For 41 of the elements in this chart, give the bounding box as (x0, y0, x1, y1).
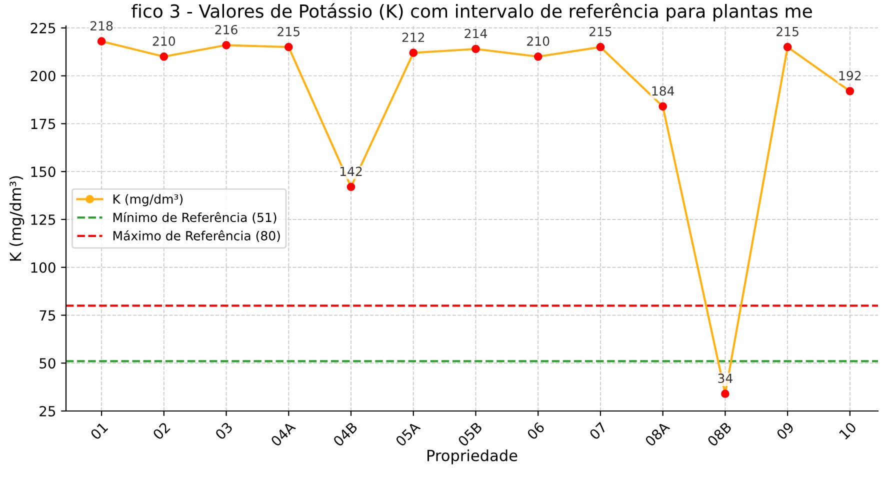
data-label: 218 (90, 21, 113, 31)
data-label: 34 (718, 374, 732, 384)
y-tick-label: 100 (31, 262, 56, 273)
y-tick-label: 25 (40, 406, 56, 416)
data-label: 215 (776, 26, 798, 36)
y-tick-label: 125 (31, 214, 56, 225)
x-tick-label: 01 (90, 422, 108, 440)
data-label: 214 (464, 28, 487, 38)
x-tick-label: 07 (588, 422, 608, 440)
x-axis-title: Propriedade (427, 449, 518, 464)
data-label: 184 (652, 86, 674, 96)
x-tick-label: 08B (706, 422, 732, 447)
y-tick-label: 150 (31, 166, 56, 178)
x-tick-label: 09 (776, 422, 794, 440)
y-tick-label: 75 (40, 310, 56, 321)
x-tick-label: 08A (644, 420, 670, 447)
y-tick-label: 175 (31, 118, 56, 130)
y-tick-label: 200 (30, 70, 56, 82)
data-label: 142 (340, 166, 362, 176)
y-axis-title: K (mg/dm³) (9, 176, 24, 261)
data-label: 216 (215, 24, 238, 34)
legend-label: Máximo de Referência (80) (113, 230, 280, 242)
data-label: 215 (589, 26, 612, 36)
x-tick-label: 04A (270, 420, 296, 447)
x-tick-label: 05A (394, 420, 421, 447)
data-label: 210 (152, 36, 176, 46)
x-tick-label: 05B (457, 422, 483, 447)
y-tick-label: 225 (30, 22, 56, 34)
data-label: 215 (278, 26, 300, 36)
x-tick-label: 02 (152, 422, 171, 440)
data-label: 210 (527, 36, 550, 46)
y-tick-label: 50 (40, 358, 56, 369)
x-tick-label: 06 (526, 422, 546, 440)
data-label: 192 (839, 70, 861, 80)
x-tick-label: 10 (838, 422, 857, 440)
x-tick-label: 04B (332, 422, 358, 447)
x-tick-label: 03 (214, 422, 234, 440)
chart-title: fico 3 - Valores de Potássio (K) com intervalo de referência para plantas me (132, 3, 812, 22)
legend-label: Mínimo de Referência (51) (113, 212, 276, 224)
legend-label: K (mg/dm³) (113, 194, 183, 206)
data-label: 212 (402, 32, 424, 42)
